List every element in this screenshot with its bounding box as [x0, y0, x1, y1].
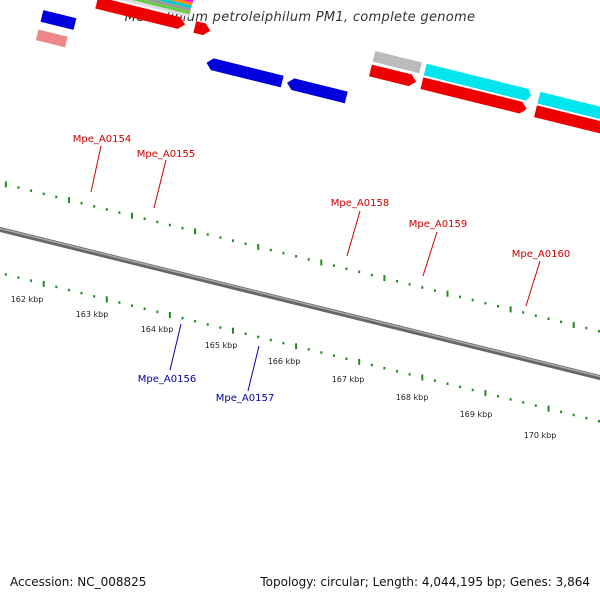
leader-Mpe_A0160 [525, 260, 541, 307]
genome-summary-text: Topology: circular; Length: 4,044,195 bp… [260, 575, 590, 589]
leader-Mpe_A0154 [90, 145, 102, 193]
gene-feature-Mpe_A0155[interactable] [193, 21, 211, 36]
genome-backbone [0, 226, 600, 381]
gene-label-Mpe_A0158[interactable]: Mpe_A0158 [331, 198, 389, 209]
genome-backbone-highlight [0, 227, 600, 378]
gene-feature-Mpe_A0154[interactable] [95, 0, 194, 31]
kbp-label-166: 166 kbp [268, 357, 301, 366]
kbp-label-164: 164 kbp [141, 325, 174, 334]
gene-feature-Mpe_A0159[interactable] [420, 63, 532, 115]
kbp-label-167: 167 kbp [332, 375, 365, 384]
kbp-label-162: 162 kbp [11, 295, 44, 304]
leader-Mpe_A0157 [247, 345, 260, 392]
outer-tick-track [4, 181, 600, 333]
leader-Mpe_A0159 [422, 231, 438, 277]
kbp-label-168: 168 kbp [396, 393, 429, 402]
gene-label-Mpe_A0154[interactable]: Mpe_A0154 [73, 134, 131, 145]
gene-feature-Mpe_A0157[interactable] [286, 77, 348, 104]
gene-label-Mpe_A0160[interactable]: Mpe_A0160 [512, 249, 570, 260]
gene-label-Mpe_A0159[interactable]: Mpe_A0159 [409, 219, 467, 230]
kbp-label-163: 163 kbp [76, 310, 109, 319]
kbp-label-170: 170 kbp [524, 431, 557, 440]
kbp-label-165: 165 kbp [205, 341, 238, 350]
inner-tick-track [4, 273, 600, 423]
gene-label-Mpe_A0157[interactable]: Mpe_A0157 [216, 393, 274, 404]
genome-title: Methylibium petroleiphilum PM1, complete… [124, 10, 476, 25]
leader-Mpe_A0156 [169, 323, 182, 371]
kbp-label-169: 169 kbp [460, 410, 493, 419]
leader-Mpe_A0158 [346, 210, 361, 257]
gene-feature-Mpe_A0158[interactable] [369, 50, 422, 88]
gene-feature-Mpe_A0160[interactable] [534, 91, 600, 140]
gene-arrow-left-blue[interactable] [40, 10, 77, 30]
gene-label-Mpe_A0156[interactable]: Mpe_A0156 [138, 374, 196, 385]
leader-Mpe_A0155 [153, 159, 167, 209]
gene-label-Mpe_A0155[interactable]: Mpe_A0155 [137, 149, 195, 160]
accession-text: Accession: NC_008825 [10, 575, 147, 589]
gene-arrow-left-pink[interactable] [35, 29, 68, 48]
gene-feature-Mpe_A0156[interactable] [205, 57, 284, 88]
